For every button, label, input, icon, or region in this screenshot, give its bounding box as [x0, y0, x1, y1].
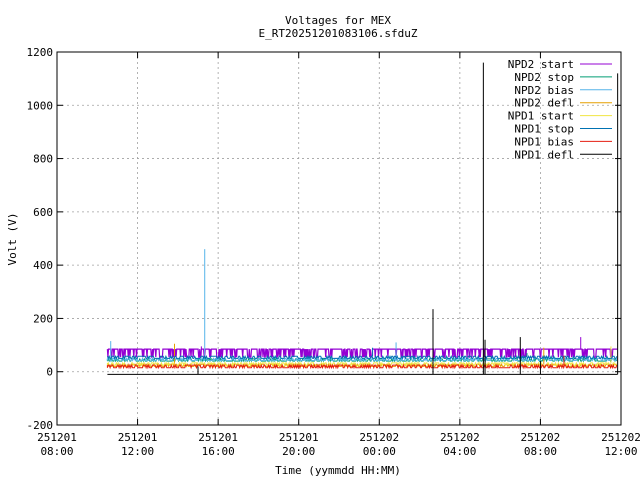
series-npd1-bias	[106, 355, 618, 370]
x-axis-label: Time (yymmdd HH:MM)	[275, 464, 401, 477]
chart-subtitle: E_RT20251201083106.sfduZ	[259, 27, 418, 40]
series-trace	[106, 361, 617, 367]
legend-label: NPD2 stop	[514, 71, 574, 84]
series-npd2-bias	[106, 249, 618, 362]
series-npd1-start	[106, 346, 617, 367]
x-tick-date: 251201	[279, 431, 319, 444]
x-tick-date: 251202	[359, 431, 399, 444]
series-trace	[106, 357, 618, 362]
x-tick-date: 251202	[521, 431, 561, 444]
y-tick-label: 800	[33, 153, 53, 166]
x-tick-date: 251201	[198, 431, 238, 444]
series-trace	[106, 363, 618, 370]
series-npd1-stop	[106, 347, 618, 360]
legend-label: NPD1 stop	[514, 123, 574, 136]
x-tick-time: 16:00	[202, 445, 235, 458]
y-tick-label: 200	[33, 312, 53, 325]
x-tick-date: 251201	[37, 431, 77, 444]
x-tick-time: 12:00	[604, 445, 637, 458]
series-trace	[106, 348, 618, 358]
y-axis-label: Volt (V)	[6, 213, 19, 266]
x-tick-time: 08:00	[524, 445, 557, 458]
x-tick-date: 251201	[118, 431, 158, 444]
chart-title: Voltages for MEX	[285, 14, 391, 27]
y-tick-label: 1000	[27, 99, 54, 112]
y-tick-label: 400	[33, 259, 53, 272]
x-tick-time: 12:00	[121, 445, 154, 458]
axes: -20002004006008001000120025120108:002512…	[27, 46, 640, 458]
series-trace	[106, 355, 618, 360]
x-tick-date: 251202	[601, 431, 640, 444]
legend-label: NPD2 defl	[514, 97, 574, 110]
x-tick-time: 00:00	[363, 445, 396, 458]
x-tick-date: 251202	[440, 431, 480, 444]
series-npd1-defl	[107, 62, 619, 375]
legend-label: NPD2 start	[508, 58, 574, 71]
series-npd2-start	[106, 337, 618, 358]
legend-label: NPD2 bias	[514, 84, 574, 97]
y-tick-label: -200	[27, 419, 54, 432]
series-traces	[106, 62, 619, 375]
legend-label: NPD1 start	[508, 110, 574, 123]
x-tick-time: 20:00	[282, 445, 315, 458]
x-tick-time: 04:00	[443, 445, 476, 458]
y-tick-label: 1200	[27, 46, 54, 59]
legend-label: NPD1 bias	[514, 135, 574, 148]
y-tick-label: 0	[46, 366, 53, 379]
y-tick-label: 600	[33, 206, 53, 219]
x-tick-time: 08:00	[40, 445, 73, 458]
legend-label: NPD1 defl	[514, 148, 574, 161]
plot-frame	[56, 51, 622, 426]
